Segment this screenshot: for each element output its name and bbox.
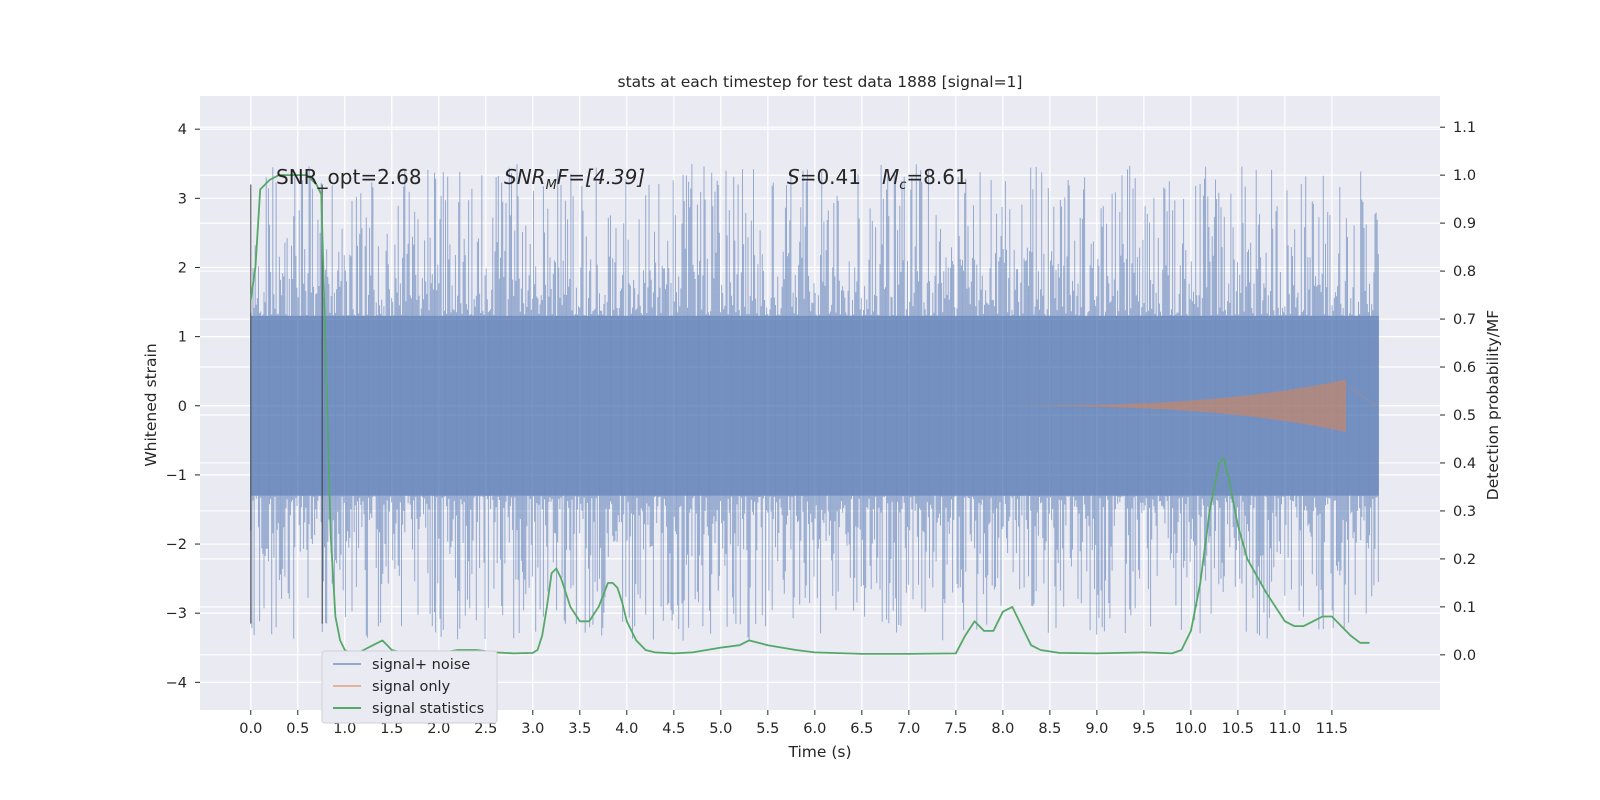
x-tick-label: 0.0 bbox=[239, 721, 262, 737]
annotation-snr-opt: SNR_opt=2.68 bbox=[276, 165, 422, 189]
chirp-tail bbox=[1345, 384, 1377, 407]
snr-mf-symbol: SNR bbox=[504, 165, 546, 189]
x-tick-label: 7.0 bbox=[897, 721, 920, 737]
y2-tick-label: 0.4 bbox=[1453, 456, 1476, 472]
y-tick-label: 0 bbox=[178, 399, 187, 415]
x-tick-label: 10.5 bbox=[1222, 721, 1254, 737]
x-tick-label: 6.5 bbox=[850, 721, 873, 737]
y2-tick-label: 0.9 bbox=[1453, 216, 1476, 232]
y2-tick-label: 1.1 bbox=[1453, 120, 1476, 136]
y2-tick-label: 0.7 bbox=[1453, 312, 1476, 328]
y-tick-label: 4 bbox=[178, 122, 187, 138]
mc-value: =8.61 bbox=[906, 165, 967, 189]
x-tick-label: 1.5 bbox=[380, 721, 403, 737]
x-tick-label: 8.0 bbox=[991, 721, 1014, 737]
legend-box bbox=[321, 650, 498, 724]
annotation-mc: Mc=8.61 bbox=[882, 165, 968, 193]
y-tick-label: 1 bbox=[178, 330, 187, 346]
y2-tick-label: 0.2 bbox=[1453, 552, 1476, 568]
y2-axis-label: Detection probability/MF bbox=[1484, 310, 1502, 501]
y2-tick-label: 0.6 bbox=[1453, 360, 1476, 376]
chart-title: stats at each timestep for test data 188… bbox=[618, 73, 1023, 91]
legend-label-signal-noise: signal+ noise bbox=[372, 657, 470, 673]
legend: signal+ noise signal only signal statist… bbox=[321, 650, 498, 724]
y2-tick-label: 1.0 bbox=[1453, 168, 1476, 184]
x-tick-label: 3.0 bbox=[521, 721, 544, 737]
x-tick-label: 11.0 bbox=[1269, 721, 1301, 737]
legend-label-signal-statistics: signal statistics bbox=[372, 701, 484, 717]
x-tick-label: 5.5 bbox=[756, 721, 779, 737]
x-tick-label: 6.0 bbox=[803, 721, 826, 737]
x-tick-label: 11.5 bbox=[1316, 721, 1348, 737]
y-tick-label: −4 bbox=[166, 675, 187, 691]
snr-mf-value: F=[4.39] bbox=[557, 165, 645, 189]
x-tick-label: 7.5 bbox=[944, 721, 967, 737]
y-tick-label: 3 bbox=[178, 191, 187, 207]
y2-tick-label: 0.3 bbox=[1453, 504, 1476, 520]
x-axis-label: Time (s) bbox=[787, 743, 851, 761]
y-tick-label: −3 bbox=[166, 606, 187, 622]
x-tick-label: 9.0 bbox=[1085, 721, 1108, 737]
y-tick-label: −2 bbox=[166, 537, 187, 553]
x-axis-ticks: 0.0 0.5 1.0 1.5 2.0 2.5 3.0 3.5 4.0 4.5 5.0 5.5 6.0 6… bbox=[239, 710, 1348, 737]
signal-statistics-series bbox=[249, 174, 1370, 656]
s-value: =0.41 bbox=[800, 165, 861, 189]
y-axis-label: Whitened strain bbox=[142, 343, 160, 466]
y-tick-label: 2 bbox=[178, 260, 187, 276]
statistics-line bbox=[249, 174, 1370, 656]
x-tick-label: 9.5 bbox=[1132, 721, 1155, 737]
y-axis-ticks: −4 −3 −2 −1 0 1 2 3 4 bbox=[166, 122, 200, 691]
x-tick-label: 5.0 bbox=[709, 721, 732, 737]
x-tick-label: 3.5 bbox=[568, 721, 591, 737]
annotation-s: S=0.41 bbox=[787, 165, 861, 189]
mc-symbol: M bbox=[882, 165, 899, 189]
s-symbol: S bbox=[787, 165, 800, 189]
y2-tick-label: 0.5 bbox=[1453, 408, 1476, 424]
x-tick-label: 8.5 bbox=[1038, 721, 1061, 737]
signal-only-series bbox=[955, 379, 1377, 432]
chirp-envelope bbox=[955, 379, 1346, 432]
x-tick-label: 0.5 bbox=[286, 721, 309, 737]
y-tick-label: −1 bbox=[166, 468, 187, 484]
annotation-snr-mf: SNRMF=[4.39] bbox=[504, 165, 645, 193]
x-tick-label: 1.0 bbox=[333, 721, 356, 737]
x-tick-label: 2.0 bbox=[427, 721, 450, 737]
snr-mf-subscript: M bbox=[546, 178, 557, 193]
x-tick-label: 4.5 bbox=[662, 721, 685, 737]
y2-axis-ticks: 0.0 0.1 0.2 0.3 0.4 0.5 0.6 0.7 0.8 0.9 1.0 1.1 bbox=[1440, 120, 1476, 664]
x-tick-label: 4.0 bbox=[615, 721, 638, 737]
y2-tick-label: 0.8 bbox=[1453, 264, 1476, 280]
x-tick-label: 10.0 bbox=[1175, 721, 1207, 737]
y2-tick-label: 0.1 bbox=[1453, 600, 1476, 616]
legend-label-signal-only: signal only bbox=[372, 679, 451, 695]
y2-tick-label: 0.0 bbox=[1453, 648, 1476, 664]
mc-subscript: c bbox=[899, 178, 906, 193]
x-tick-label: 2.5 bbox=[474, 721, 497, 737]
